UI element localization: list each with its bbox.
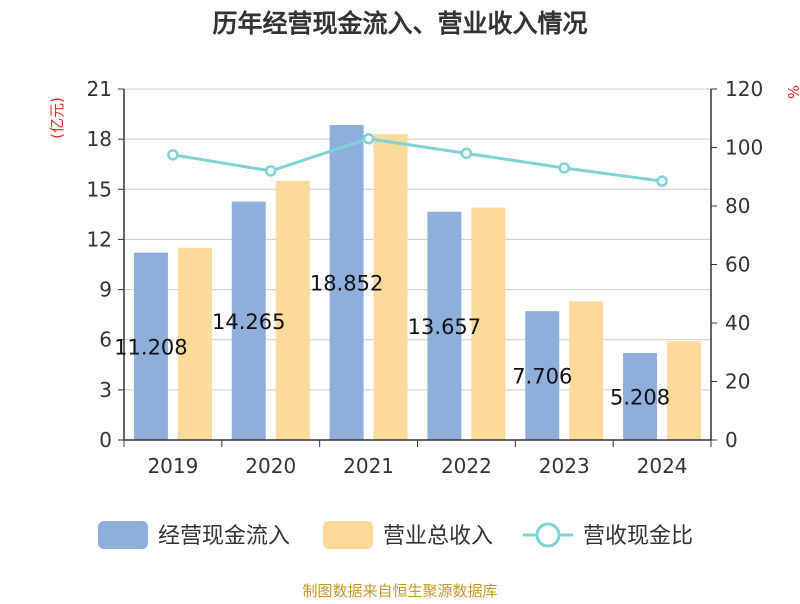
ratio-point — [656, 175, 668, 187]
data-label-cash-inflow: 14.265 — [212, 310, 285, 334]
gridlines — [124, 88, 711, 391]
legend-item-cash-inflow[interactable]: 经营现金流入 — [98, 521, 290, 549]
bar-revenue — [373, 134, 408, 440]
legend-item-revenue[interactable]: 营业总收入 — [323, 521, 493, 549]
left-tick-label: 0 — [99, 428, 112, 452]
x-tick-label: 2021 — [343, 454, 394, 478]
bar-cash-inflow — [133, 252, 168, 440]
data-label-cash-inflow: 18.852 — [310, 271, 383, 295]
ratio-point — [558, 162, 570, 174]
ratio-polyline — [172, 137, 663, 183]
legend-swatch-cash-inflow — [98, 521, 148, 549]
right-tick-label: 20 — [725, 370, 750, 394]
bar-revenue — [177, 247, 212, 440]
left-tick-label: 15 — [87, 177, 112, 201]
right-tick-label: 60 — [725, 253, 750, 277]
data-label-cash-inflow: 13.657 — [408, 315, 481, 339]
left-tick-label: 6 — [99, 328, 112, 352]
left-tick-label: 21 — [87, 77, 112, 101]
legend-label-cash-inflow: 经营现金流入 — [158, 524, 290, 549]
bar-cash-inflow — [231, 201, 266, 440]
right-tick-label: 0 — [725, 428, 738, 452]
right-tick-label: 100 — [725, 136, 763, 160]
legend-label-ratio: 营收现金比 — [583, 524, 693, 549]
legend: 经营现金流入 营业总收入 营收现金比 — [98, 521, 693, 549]
bar-cash-inflow — [525, 311, 560, 440]
left-tick-label: 12 — [87, 227, 112, 251]
left-axis-unit: (亿元) — [48, 97, 66, 139]
ratio-point — [362, 132, 375, 145]
chart-title: 历年经营现金流入、营业收入情况 — [212, 9, 587, 38]
bar-cash-inflow — [623, 352, 658, 440]
x-tick-label: 2019 — [147, 454, 198, 478]
left-tick-label: 3 — [99, 378, 112, 402]
right-tick-label: 40 — [725, 311, 750, 335]
x-tick-label: 2023 — [539, 454, 590, 478]
bar-revenue — [569, 301, 604, 440]
right-axis-unit: % — [784, 85, 800, 99]
axes: 0 3 6 9 12 15 18 21 0 20 40 60 80 100 120 2019 2020 2021 2… — [87, 77, 764, 478]
data-label-cash-inflow: 7.706 — [512, 365, 572, 389]
bar-cash-inflow — [427, 211, 462, 440]
legend-label-revenue: 营业总收入 — [383, 524, 493, 549]
bar-labels: 11.208 14.265 18.852 13.657 7.706 5.208 — [114, 271, 670, 409]
bar-revenue — [471, 207, 506, 440]
right-tick-label: 80 — [725, 194, 750, 218]
bar-revenue — [667, 341, 702, 440]
data-label-cash-inflow: 11.208 — [114, 335, 187, 359]
legend-swatch-revenue — [323, 521, 373, 549]
ratio-line — [167, 132, 668, 187]
left-tick-label: 9 — [99, 278, 112, 302]
legend-swatch-ratio-marker — [535, 522, 561, 548]
left-tick-label: 18 — [87, 127, 112, 151]
source-note: 制图数据来自恒生聚源数据库 — [302, 582, 497, 600]
x-tick-label: 2020 — [245, 454, 296, 478]
x-tick-label: 2024 — [637, 454, 688, 478]
ratio-point — [167, 149, 179, 161]
bar-cash-inflow — [329, 124, 364, 440]
x-tick-label: 2022 — [441, 454, 492, 478]
ratio-point — [460, 147, 473, 160]
data-label-cash-inflow: 5.208 — [610, 385, 670, 409]
ratio-point — [265, 165, 277, 177]
bar-revenue — [275, 180, 310, 440]
bars — [133, 124, 702, 440]
right-tick-label: 120 — [725, 77, 763, 101]
legend-item-ratio[interactable]: 营收现金比 — [523, 522, 693, 549]
